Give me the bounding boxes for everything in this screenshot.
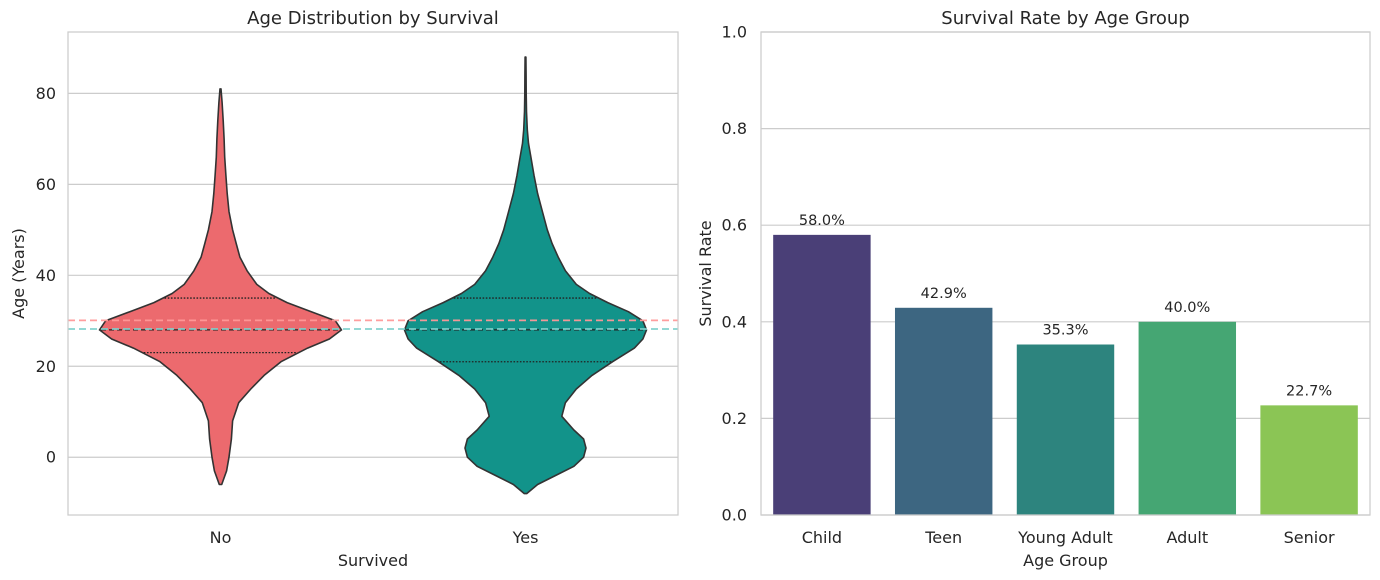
bar-y-axis-label: Survival Rate [696,220,715,326]
violin-body-yes [403,56,648,495]
bar-y-ticks: 0.0 0.2 0.4 0.6 0.8 1.0 [722,23,747,525]
bar-value-label: 40.0% [1164,300,1210,316]
violin-y-axis-label: Age (Years) [9,228,28,319]
bar-x-axis-label: Age Group [1023,551,1108,570]
violin-x-ticks: No Yes [210,528,539,547]
violin-y-tick-label: 80 [36,84,56,103]
bar-x-ticks: Child Teen Young Adult Adult Senior [802,528,1335,547]
bar-x-tick-label: Senior [1284,528,1335,547]
violin-x-tick-label: No [210,528,232,547]
bar-young-adult [1016,344,1115,515]
bar-teen [894,307,993,515]
violin-y-tick-label: 20 [36,357,56,376]
violin-body-no [98,88,343,486]
violin-chart-title: Age Distribution by Survival [247,8,499,29]
bar-plot-border [760,31,1371,516]
violin-plot-area [68,32,678,515]
bar-y-tick-label: 0.0 [722,506,747,525]
violin-reference-lines [68,319,678,330]
bar-x-tick-label: Young Adult [1017,528,1113,547]
bar-value-label: 22.7% [1286,383,1332,399]
bar-x-tick-label: Adult [1166,528,1208,547]
bar-marks: 58.0% 42.9% 35.3% 40.0% 22.7% [773,213,1358,516]
bar-y-tick-label: 1.0 [722,23,747,42]
violin-marks [98,56,648,495]
violin-y-tick-label: 60 [36,175,56,194]
bar-adult [1138,321,1237,515]
bar-chart: 58.0%42.9%35.3%40.0%22.7% 0.00.20.40.60.… [696,8,1371,570]
violin-y-tick-label: 40 [36,266,56,285]
violin-x-tick-label: Yes [512,528,539,547]
bar-value-label: 58.0% [799,213,845,229]
bar-x-tick-label: Child [802,528,842,547]
violin-plot-border [67,31,679,516]
violin-y-tick-label: 0 [46,448,56,467]
bar-y-tick-label: 0.8 [722,119,747,138]
bar-senior [1260,405,1358,515]
bar-x-tick-label: Teen [924,528,962,547]
bar-y-tick-label: 0.6 [722,216,747,235]
violin-y-ticks: 0 20 40 60 80 [36,84,56,467]
violin-x-axis-label: Survived [338,551,408,570]
bar-chart-title: Survival Rate by Age Group [941,8,1189,29]
violin-chart: 0 20 40 60 80 No Yes Age Distribution by Surv… [9,8,679,570]
bar-value-label: 42.9% [921,286,967,302]
bar-y-tick-label: 0.2 [722,409,747,428]
bar-value-label: 35.3% [1042,323,1088,339]
bar-child [773,234,871,516]
bar-y-tick-label: 0.4 [722,312,747,331]
